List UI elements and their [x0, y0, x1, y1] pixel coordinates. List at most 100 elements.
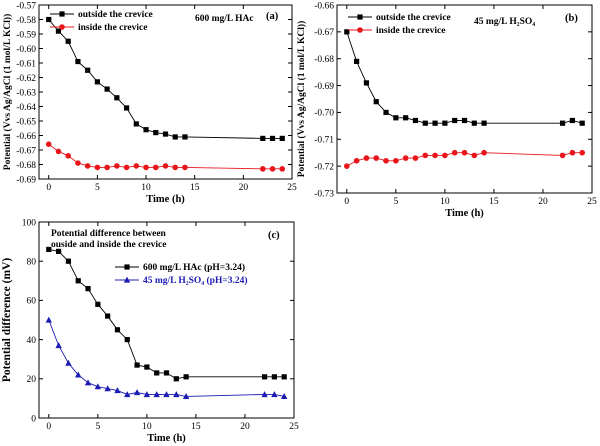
panel-c: 0 5 10 15 20 25 0 20 40 60 80 100 Time (h) Potential … — [1, 218, 299, 444]
data-point — [481, 120, 487, 126]
data-point — [95, 301, 101, 307]
plot-frame — [38, 4, 293, 180]
data-point — [393, 157, 399, 164]
legend-label: outside the crevice — [376, 13, 451, 23]
data-point — [261, 391, 268, 398]
legend-marker — [357, 27, 363, 33]
data-point — [65, 38, 71, 44]
data-point — [279, 166, 286, 172]
data-point — [124, 391, 131, 398]
data-point — [94, 164, 101, 171]
x-tick-label: 20 — [538, 197, 548, 207]
data-point — [354, 58, 360, 64]
y-tick-label: 40 — [27, 336, 37, 346]
data-point — [182, 134, 188, 140]
data-point — [373, 99, 379, 105]
data-point — [280, 393, 288, 400]
x-tick-label: 5 — [393, 197, 398, 207]
y-tick-label: -0.71 — [314, 136, 334, 146]
series-2 — [45, 316, 288, 400]
data-point — [162, 131, 169, 137]
x-tick-label: 25 — [587, 197, 597, 207]
legend-marker — [124, 264, 130, 270]
data-point — [432, 120, 438, 126]
y-tick-label: -0.67 — [314, 28, 334, 38]
data-point — [403, 115, 409, 121]
data-point — [94, 383, 102, 390]
y-tick-label: -0.58 — [16, 16, 36, 26]
data-point — [46, 16, 52, 23]
legend-marker — [59, 11, 65, 17]
x-axis-label: Time (h) — [146, 194, 185, 205]
legend-marker — [59, 24, 65, 30]
data-point — [105, 313, 111, 319]
data-point — [412, 155, 419, 161]
y-tick-label: 0 — [31, 414, 36, 424]
x-axis-label: Time (h) — [445, 208, 484, 219]
legend-label: 600 mg/L HAc (pH=3.24) — [143, 262, 245, 273]
data-point — [261, 374, 268, 380]
data-point — [579, 120, 585, 126]
plot-frame — [336, 4, 593, 194]
data-point — [442, 152, 448, 159]
x-tick-label: 0 — [46, 183, 51, 193]
data-point — [559, 152, 566, 159]
data-point — [104, 86, 110, 92]
y-tick-label: -0.57 — [16, 1, 36, 11]
y-axis-label: Potential difference (mV) — [1, 258, 13, 382]
panel-label: (c) — [268, 230, 280, 241]
data-point — [114, 163, 120, 169]
data-point — [143, 164, 149, 171]
data-point — [143, 127, 149, 133]
data-point — [162, 163, 169, 169]
y-tick-label: 80 — [27, 258, 37, 268]
data-point — [124, 337, 130, 343]
x-tick-label: 20 — [240, 422, 250, 432]
x-tick-label: 0 — [344, 197, 349, 207]
data-point — [281, 374, 287, 380]
data-point — [471, 120, 477, 126]
x-tick-label: 10 — [440, 197, 450, 207]
plot-frame — [38, 221, 295, 419]
series-line — [48, 248, 285, 380]
data-point — [123, 164, 130, 171]
data-point — [182, 164, 188, 171]
y-tick-label: -0.64 — [16, 103, 36, 113]
data-point — [134, 362, 140, 368]
data-point — [65, 153, 71, 159]
data-point — [144, 364, 150, 370]
series-line — [346, 31, 583, 124]
legend-label: 45 mg/L H₂SO₄ (pH=3.24) — [143, 275, 248, 286]
data-point — [55, 148, 62, 155]
y-tick-label: 60 — [27, 297, 37, 307]
panel-annotation-line: Potential difference between — [51, 229, 167, 239]
y-tick-label: -0.59 — [16, 30, 36, 40]
data-point — [279, 135, 285, 141]
data-point — [422, 152, 429, 159]
data-point — [65, 258, 72, 264]
y-tick-label: -0.61 — [16, 59, 36, 69]
y-tick-label: -0.68 — [16, 161, 36, 171]
data-point — [451, 149, 458, 156]
data-point — [260, 135, 266, 141]
y-axis-label: Potential (Vvs Ag/AgCl (1 mol/L KCl)) — [296, 21, 307, 177]
x-tick-label: 25 — [289, 422, 299, 432]
data-point — [75, 160, 81, 166]
y-tick-label: -0.60 — [16, 45, 36, 55]
x-tick-label: 0 — [46, 422, 51, 432]
y-tick-label: -0.69 — [314, 82, 334, 92]
data-point — [182, 393, 190, 400]
legend-label: inside the crevice — [376, 26, 445, 36]
data-point — [471, 152, 478, 159]
data-point — [269, 166, 276, 172]
series-2 — [45, 141, 286, 172]
data-point — [55, 342, 62, 349]
data-point — [114, 95, 120, 101]
y-tick-label: -0.70 — [314, 109, 334, 119]
data-point — [65, 359, 72, 366]
data-point — [84, 163, 91, 169]
data-point — [579, 149, 585, 156]
y-tick-label: -0.67 — [16, 146, 36, 156]
data-point — [363, 155, 370, 161]
